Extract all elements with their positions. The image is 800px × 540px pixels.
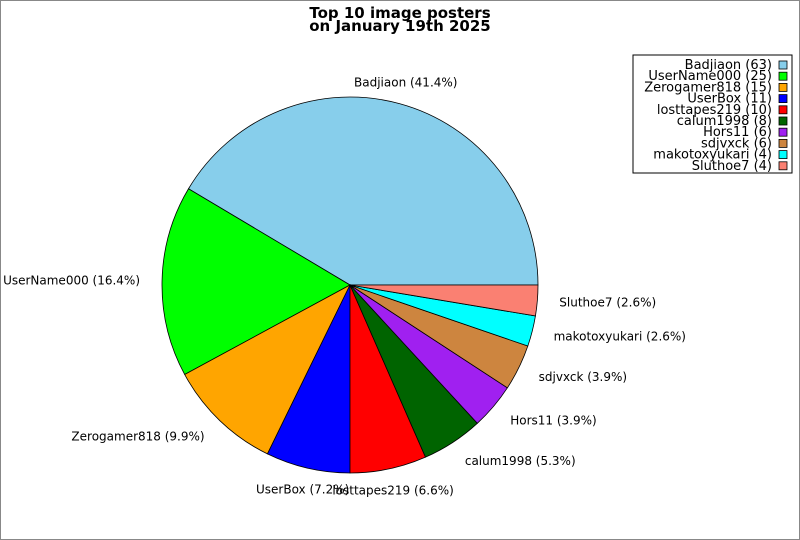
slice-label: Hors11 (3.9%) bbox=[510, 414, 596, 428]
pie-slice-badjiaon bbox=[187, 96, 539, 286]
legend-entry-label: UserBox (11) bbox=[687, 92, 772, 107]
legend-swatch bbox=[778, 105, 788, 115]
legend-entry-label: Zerogamer818 (15) bbox=[644, 80, 772, 95]
pie-slice-sluthoe7 bbox=[349, 284, 539, 317]
legend-entry-label: makotoxyukari (4) bbox=[653, 148, 772, 163]
legend-swatch bbox=[778, 138, 788, 148]
legend-swatch bbox=[778, 116, 788, 126]
legend-entry-label: losttapes219 (10) bbox=[657, 103, 772, 118]
slice-label: losttapes219 (6.6%) bbox=[332, 484, 454, 498]
legend bbox=[632, 54, 793, 174]
legend-entry-label: Hors11 (6) bbox=[703, 125, 772, 140]
pie-slice-username000 bbox=[161, 188, 351, 376]
pie-slice-zerogamer818 bbox=[184, 284, 351, 455]
legend-entry-label: Badjiaon (63) bbox=[685, 58, 772, 73]
legend-entry-label: calum1998 (8) bbox=[677, 114, 772, 129]
slice-label: Badjiaon (41.4%) bbox=[354, 76, 457, 90]
slice-label: UserName000 (16.4%) bbox=[3, 274, 140, 288]
legend-swatch bbox=[778, 60, 788, 70]
legend-swatch bbox=[778, 71, 788, 81]
legend-swatch bbox=[778, 161, 788, 171]
legend-entry-label: UserName000 (25) bbox=[648, 69, 772, 84]
chart-title-line-1: Top 10 image posters bbox=[309, 4, 490, 22]
slice-label: makotoxyukari (2.6%) bbox=[554, 330, 686, 344]
legend-swatch bbox=[778, 127, 788, 137]
legend-swatch bbox=[778, 150, 788, 160]
slice-label: Zerogamer818 (9.9%) bbox=[71, 430, 204, 444]
slice-label: calum1998 (5.3%) bbox=[465, 454, 576, 468]
legend-entry-label: sdjvxck (6) bbox=[701, 136, 772, 151]
legend-swatch bbox=[778, 83, 788, 92]
chart-title-line-2: on January 19th 2025 bbox=[309, 17, 490, 35]
legend-entry-label: Sluthoe7 (4) bbox=[692, 159, 772, 174]
legend-swatch bbox=[778, 94, 788, 103]
slice-label: UserBox (7.2%) bbox=[256, 483, 349, 497]
slice-label: sdjvxck (3.9%) bbox=[539, 370, 627, 384]
slice-label: Sluthoe7 (2.6%) bbox=[559, 295, 656, 309]
